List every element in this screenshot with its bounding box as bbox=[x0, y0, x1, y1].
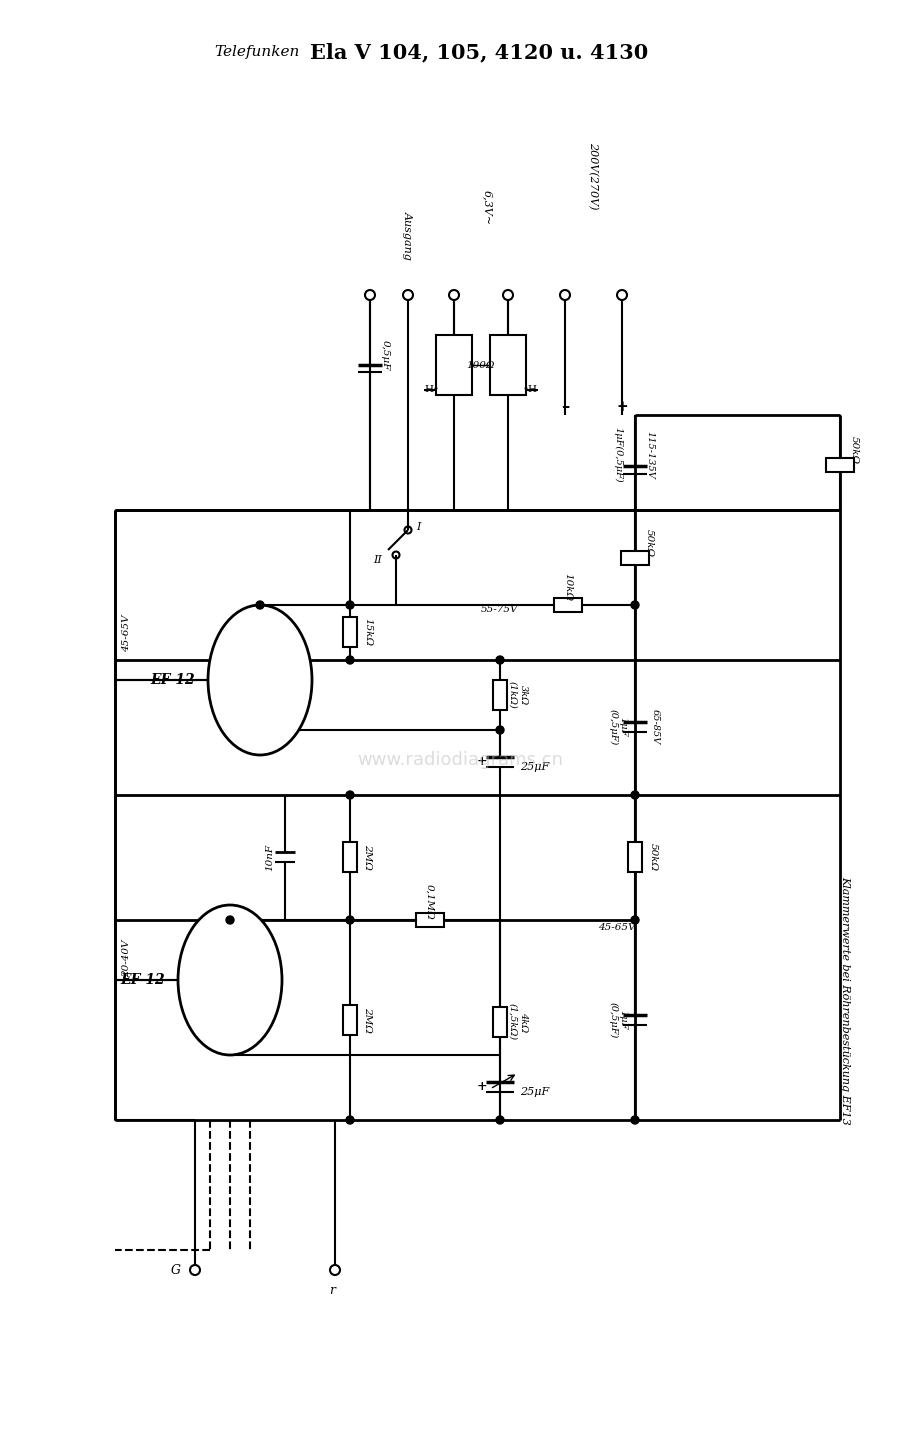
Bar bbox=[415, 912, 444, 927]
Circle shape bbox=[495, 656, 504, 664]
Text: +: + bbox=[476, 755, 487, 768]
Text: 50kΩ: 50kΩ bbox=[644, 529, 652, 557]
Circle shape bbox=[226, 915, 233, 924]
Bar bbox=[825, 458, 853, 471]
Text: 20-40V: 20-40V bbox=[122, 940, 131, 976]
Text: 1μF
(0,5μF): 1μF (0,5μF) bbox=[607, 709, 627, 745]
Circle shape bbox=[630, 791, 639, 800]
Text: –: – bbox=[561, 399, 569, 415]
Circle shape bbox=[495, 726, 504, 735]
Text: •H: •H bbox=[522, 386, 537, 395]
Circle shape bbox=[346, 656, 354, 664]
Text: 10kΩ: 10kΩ bbox=[562, 573, 572, 602]
Text: 45-65V: 45-65V bbox=[122, 615, 131, 652]
Circle shape bbox=[495, 1116, 504, 1124]
Bar bbox=[343, 617, 357, 646]
Bar bbox=[436, 335, 471, 395]
Text: +: + bbox=[616, 401, 627, 414]
Text: 200V(270V): 200V(270V) bbox=[587, 143, 597, 210]
Text: I: I bbox=[415, 522, 420, 532]
Bar bbox=[628, 842, 641, 872]
Text: 15kΩ: 15kΩ bbox=[363, 617, 372, 646]
Text: 3kΩ
(1kΩ): 3kΩ (1kΩ) bbox=[507, 681, 528, 709]
Ellipse shape bbox=[208, 604, 312, 755]
Text: Klammerwerte bei Röhrenbestückung EF13: Klammerwerte bei Röhrenbestückung EF13 bbox=[839, 876, 849, 1125]
Text: 2MΩ: 2MΩ bbox=[363, 844, 372, 870]
Bar bbox=[343, 1005, 357, 1035]
Text: 65-85V: 65-85V bbox=[650, 710, 659, 745]
Text: 25μF: 25μF bbox=[519, 762, 549, 772]
Text: 10nF: 10nF bbox=[266, 843, 274, 870]
Text: 6,3V~: 6,3V~ bbox=[482, 189, 492, 226]
Bar bbox=[493, 680, 506, 710]
Text: 115-135V: 115-135V bbox=[645, 431, 653, 479]
Text: Telefunken: Telefunken bbox=[214, 45, 300, 59]
Circle shape bbox=[346, 915, 354, 924]
Bar bbox=[620, 551, 648, 565]
Text: 0,5μF: 0,5μF bbox=[380, 340, 389, 370]
Text: 45-65V: 45-65V bbox=[597, 924, 635, 933]
Circle shape bbox=[630, 1116, 639, 1124]
Circle shape bbox=[346, 791, 354, 800]
Bar bbox=[343, 842, 357, 872]
Text: 25μF: 25μF bbox=[519, 1087, 549, 1098]
Text: 1μF(0,5μF): 1μF(0,5μF) bbox=[613, 427, 622, 483]
Text: H•: H• bbox=[424, 386, 439, 395]
Bar bbox=[493, 1006, 506, 1037]
Text: 100Ω: 100Ω bbox=[466, 360, 494, 370]
Text: II: II bbox=[373, 555, 382, 565]
Circle shape bbox=[255, 602, 264, 609]
Text: Ela V 104, 105, 4120 u. 4130: Ela V 104, 105, 4120 u. 4130 bbox=[310, 42, 648, 62]
Text: 2MΩ: 2MΩ bbox=[363, 1006, 372, 1032]
Text: Ausgang: Ausgang bbox=[403, 211, 413, 260]
Text: 50kΩ: 50kΩ bbox=[648, 843, 657, 870]
Circle shape bbox=[346, 1116, 354, 1124]
Text: 1μF
(0,5μF): 1μF (0,5μF) bbox=[607, 1002, 627, 1038]
Text: G: G bbox=[171, 1264, 181, 1277]
Text: +: + bbox=[476, 1080, 487, 1093]
Circle shape bbox=[630, 915, 639, 924]
Bar bbox=[490, 335, 526, 395]
Text: EF 12: EF 12 bbox=[120, 973, 165, 988]
Text: www.radiodiagrams.cn: www.radiodiagrams.cn bbox=[357, 750, 562, 769]
Circle shape bbox=[630, 602, 639, 609]
Circle shape bbox=[346, 602, 354, 609]
Text: 55-75V: 55-75V bbox=[481, 606, 518, 615]
Text: 50kΩ: 50kΩ bbox=[848, 435, 857, 464]
Ellipse shape bbox=[177, 905, 282, 1056]
Bar bbox=[553, 599, 582, 612]
Text: EF 12: EF 12 bbox=[151, 672, 195, 687]
Text: 0,1MΩ: 0,1MΩ bbox=[425, 884, 434, 920]
Text: 4kΩ
(1,5kΩ): 4kΩ (1,5kΩ) bbox=[507, 1004, 528, 1041]
Text: r: r bbox=[329, 1284, 335, 1297]
